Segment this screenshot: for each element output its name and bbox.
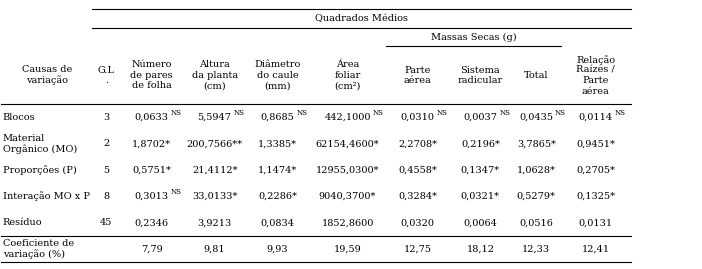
Text: 12955,0300*: 12955,0300* <box>316 166 379 175</box>
Text: 45: 45 <box>100 218 112 227</box>
Text: 0,1325*: 0,1325* <box>576 192 615 201</box>
Text: 1,0628*: 1,0628* <box>517 166 556 175</box>
Text: 12,41: 12,41 <box>582 245 610 254</box>
Text: G.L
.: G.L . <box>98 66 115 85</box>
Text: Blocos: Blocos <box>3 113 35 122</box>
Text: 0,0114: 0,0114 <box>578 113 613 122</box>
Text: 21,4112*: 21,4112* <box>192 166 237 175</box>
Text: 3,7865*: 3,7865* <box>517 139 556 148</box>
Text: 0,0131: 0,0131 <box>578 218 613 227</box>
Text: NS: NS <box>615 109 625 117</box>
Text: Coeficiente de
variação (%): Coeficiente de variação (%) <box>3 239 74 259</box>
Text: 19,59: 19,59 <box>333 245 362 254</box>
Text: NS: NS <box>171 109 182 117</box>
Text: 0,2286*: 0,2286* <box>258 192 297 201</box>
Text: 0,5751*: 0,5751* <box>132 166 171 175</box>
Text: 0,0834: 0,0834 <box>260 218 295 227</box>
Text: 0,8685: 0,8685 <box>260 113 294 122</box>
Text: 5: 5 <box>103 166 110 175</box>
Text: NS: NS <box>499 109 510 117</box>
Text: 0,0516: 0,0516 <box>519 218 553 227</box>
Text: Área
foliar
(cm²): Área foliar (cm²) <box>334 60 361 90</box>
Text: 0,9451*: 0,9451* <box>576 139 615 148</box>
Text: NS: NS <box>296 109 307 117</box>
Text: 0,0064: 0,0064 <box>463 218 497 227</box>
Text: 9,93: 9,93 <box>267 245 289 254</box>
Text: 2,2708*: 2,2708* <box>398 139 437 148</box>
Text: 0,2705*: 0,2705* <box>576 166 615 175</box>
Text: 12,33: 12,33 <box>522 245 550 254</box>
Text: 0,0037: 0,0037 <box>463 113 497 122</box>
Text: 12,75: 12,75 <box>404 245 432 254</box>
Text: 3: 3 <box>103 113 110 122</box>
Text: NS: NS <box>373 109 384 117</box>
Text: NS: NS <box>437 109 447 117</box>
Text: 0,2346: 0,2346 <box>135 218 168 227</box>
Text: 0,3284*: 0,3284* <box>398 192 437 201</box>
Text: 1,8702*: 1,8702* <box>132 139 171 148</box>
Text: 0,1347*: 0,1347* <box>461 166 500 175</box>
Text: Proporções (P): Proporções (P) <box>3 165 77 175</box>
Text: 0,2196*: 0,2196* <box>461 139 500 148</box>
Text: Quadrados Médios: Quadrados Médios <box>315 14 408 23</box>
Text: 33,0133*: 33,0133* <box>192 192 237 201</box>
Text: Número
de pares
de folha: Número de pares de folha <box>131 60 173 90</box>
Text: 5,5947: 5,5947 <box>198 113 232 122</box>
Text: 9,81: 9,81 <box>204 245 225 254</box>
Text: 442,1000: 442,1000 <box>324 113 371 122</box>
Text: 200,7566**: 200,7566** <box>187 139 243 148</box>
Text: 8: 8 <box>103 192 110 201</box>
Text: Material
Orgânico (MO): Material Orgânico (MO) <box>3 134 77 154</box>
Text: Parte
aérea: Parte aérea <box>404 66 431 85</box>
Text: 0,0310: 0,0310 <box>400 113 435 122</box>
Text: NS: NS <box>171 188 182 196</box>
Text: 0,3013: 0,3013 <box>135 192 168 201</box>
Text: Causas de
variação: Causas de variação <box>22 65 72 86</box>
Text: 9040,3700*: 9040,3700* <box>319 192 376 201</box>
Text: NS: NS <box>234 109 244 117</box>
Text: 0,0633: 0,0633 <box>135 113 168 122</box>
Text: Interação MO x P: Interação MO x P <box>3 192 90 201</box>
Text: 18,12: 18,12 <box>466 245 494 254</box>
Text: 0,0321*: 0,0321* <box>461 192 500 201</box>
Text: Total: Total <box>524 71 548 80</box>
Text: Resíduo: Resíduo <box>3 218 42 227</box>
Text: 1,1474*: 1,1474* <box>258 166 297 175</box>
Text: Massas Secas (g): Massas Secas (g) <box>430 33 516 42</box>
Text: 2: 2 <box>103 139 110 148</box>
Text: 3,9213: 3,9213 <box>197 218 232 227</box>
Text: 0,0435: 0,0435 <box>519 113 553 122</box>
Text: 0,4558*: 0,4558* <box>398 166 437 175</box>
Text: Relação
Raízes /
Parte
aérea: Relação Raízes / Parte aérea <box>576 55 615 96</box>
Text: 0,5279*: 0,5279* <box>517 192 556 201</box>
Text: Sistema
radicular: Sistema radicular <box>458 66 503 85</box>
Text: 0,0320: 0,0320 <box>400 218 435 227</box>
Text: Altura
da planta
(cm): Altura da planta (cm) <box>192 60 238 90</box>
Text: 62154,4600*: 62154,4600* <box>316 139 379 148</box>
Text: 7,79: 7,79 <box>141 245 163 254</box>
Text: 1,3385*: 1,3385* <box>258 139 297 148</box>
Text: 1852,8600: 1852,8600 <box>322 218 373 227</box>
Text: NS: NS <box>555 109 567 117</box>
Text: Diâmetro
do caule
(mm): Diâmetro do caule (mm) <box>254 60 300 90</box>
